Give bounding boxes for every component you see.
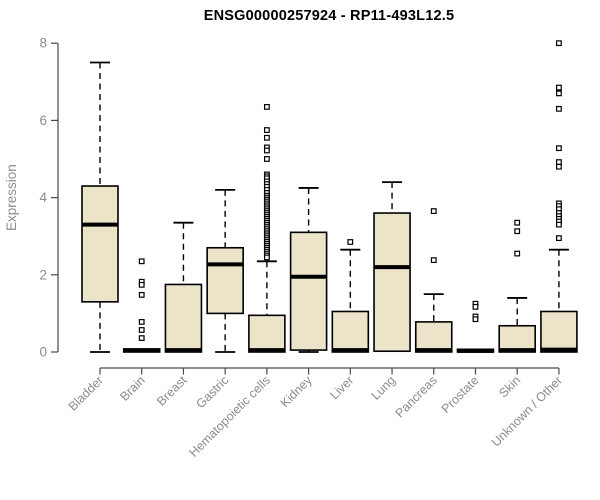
- outlier-point: [556, 221, 562, 228]
- category-label: Skin: [496, 373, 523, 400]
- boxes: [81, 40, 578, 353]
- y-tick-label: 4: [39, 190, 47, 205]
- outlier-point: [263, 134, 270, 141]
- iqr-box: [164, 283, 203, 353]
- box-skin: [498, 219, 537, 353]
- outlier-point: [556, 105, 562, 112]
- box-liver: [331, 239, 370, 353]
- box-bladder: [81, 61, 119, 353]
- iqr-box: [248, 314, 286, 353]
- outlier-point: [138, 281, 145, 288]
- category-label: Hematopoietic cells: [186, 373, 273, 460]
- iqr-box: [373, 212, 411, 353]
- outlier-point: [556, 90, 562, 97]
- outlier-point: [472, 303, 479, 310]
- category-label: Breast: [154, 373, 190, 409]
- box-breast: [164, 221, 203, 353]
- box-unknown-other: [540, 40, 578, 353]
- category-label: Lung: [369, 373, 399, 403]
- category-label: Bladder: [66, 373, 106, 413]
- outlier-point: [138, 318, 145, 325]
- category-label: Gastric: [193, 373, 231, 411]
- outlier-point: [556, 84, 562, 91]
- box-lung: [373, 181, 411, 353]
- outlier-point: [263, 127, 270, 133]
- iqr-box: [414, 321, 453, 353]
- box-prostate: [456, 300, 495, 353]
- outlier-point: [556, 40, 562, 47]
- y-tick-label: 0: [39, 345, 47, 360]
- outlier-point: [430, 257, 437, 264]
- outlier-point: [556, 145, 562, 152]
- category-label: Liver: [327, 373, 356, 402]
- outlier-point: [514, 250, 521, 257]
- outlier-point: [138, 335, 145, 342]
- chart-title: ENSG00000257924 - RP11-493L12.5: [203, 8, 455, 24]
- category-label: Kidney: [278, 373, 315, 410]
- outlier-point: [263, 147, 270, 154]
- iqr-box: [498, 324, 537, 353]
- iqr-box: [331, 310, 370, 353]
- outlier-point: [556, 159, 562, 165]
- y-tick-label: 6: [39, 113, 47, 128]
- outlier-point: [472, 316, 479, 323]
- outlier-point: [263, 103, 270, 110]
- outlier-point: [138, 291, 145, 298]
- category-label: Unknown / Other: [489, 373, 565, 449]
- y-tick-label: 2: [39, 267, 47, 282]
- category-label: Brain: [117, 373, 148, 404]
- iqr-box: [540, 310, 578, 353]
- outlier-point: [556, 235, 562, 242]
- y-tick-label: 8: [39, 36, 47, 51]
- outlier-point: [556, 163, 562, 170]
- box-pancreas: [414, 208, 453, 353]
- y-axis: 0 2 4 6 8 Expression: [4, 36, 59, 360]
- outlier-point: [263, 254, 270, 261]
- outlier-point: [138, 327, 145, 333]
- outlier-point: [138, 258, 145, 265]
- outlier-point: [430, 208, 437, 215]
- category-label: Pancreas: [393, 373, 440, 420]
- box-brain: [122, 258, 161, 353]
- y-axis-title: Expression: [4, 164, 19, 231]
- outlier-point: [514, 228, 521, 235]
- category-label: Prostate: [439, 373, 482, 416]
- outlier-point: [514, 219, 521, 226]
- box-hematopoietic-cells: [248, 103, 286, 353]
- box-kidney: [289, 187, 328, 353]
- iqr-box: [289, 231, 328, 351]
- iqr-box: [206, 246, 244, 315]
- iqr-box: [81, 185, 119, 303]
- outlier-point: [347, 239, 354, 245]
- box-gastric: [206, 188, 244, 353]
- outlier-point: [263, 156, 270, 162]
